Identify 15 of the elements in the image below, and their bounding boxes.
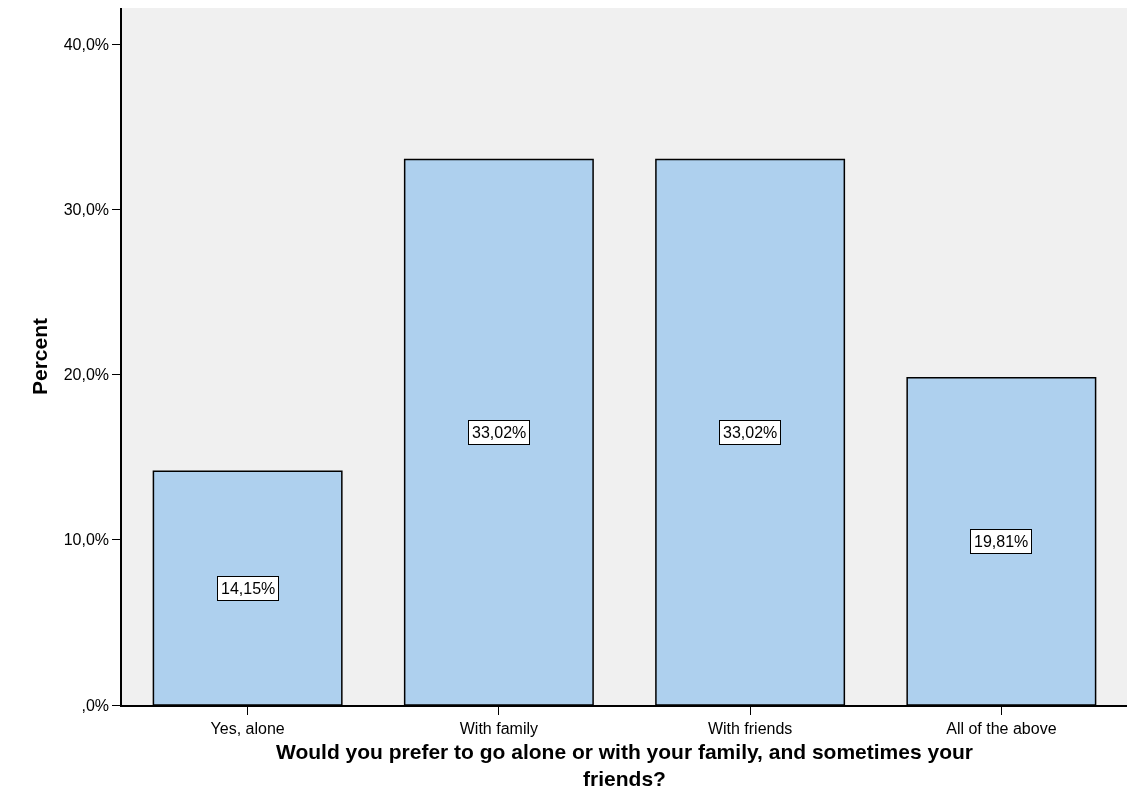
y-tick-label: 30,0% — [63, 201, 110, 219]
data-label: 33,02% — [723, 424, 778, 441]
x-tick-label: With friends — [707, 719, 793, 737]
x-tick-label: Yes, alone — [210, 719, 285, 737]
y-tick-label: ,0% — [81, 696, 110, 714]
y-tick-label: 20,0% — [63, 366, 110, 384]
x-axis-title: Would you prefer to go alone or with your family, and sometimes your friends? — [276, 739, 973, 790]
data-label: 19,81% — [974, 533, 1029, 550]
y-tick-label: 10,0% — [63, 531, 110, 549]
y-tick-label: 40,0% — [63, 35, 110, 53]
x-tick-label: All of the above — [946, 719, 1057, 737]
data-label: 14,15% — [221, 580, 276, 597]
data-label: 33,02% — [472, 424, 527, 441]
y-axis-title: Percent — [28, 317, 52, 396]
x-tick-label: With family — [459, 719, 538, 737]
